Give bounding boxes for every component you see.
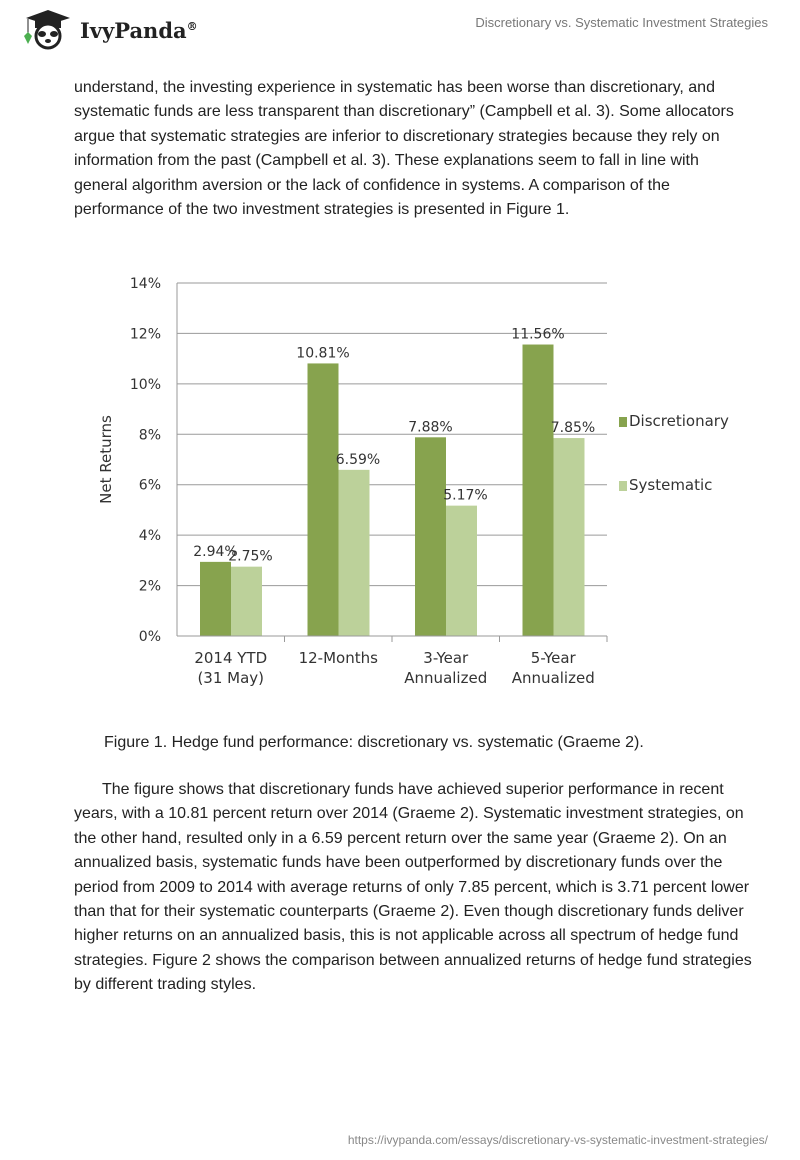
y-tick-label: 2% <box>139 579 161 595</box>
y-axis-label: Net Returns <box>97 415 115 504</box>
bar-chart: 0% 2% 4% 6% 8% 10% 12% 14% 2014 YTD (31 May) 2.94%… <box>97 276 729 687</box>
bar-discretionary <box>200 561 231 636</box>
data-label: 5.17% <box>443 488 487 504</box>
figure-caption: Figure 1. Hedge fund performance: discre… <box>104 734 644 751</box>
legend-swatch <box>619 481 627 491</box>
legend-label: Systematic <box>629 476 712 494</box>
paragraph-analysis: The figure shows that discretionary fund… <box>74 781 752 994</box>
bar-discretionary <box>307 363 339 636</box>
x-tick-label: 5-Year <box>531 649 577 667</box>
ivypanda-logo-icon[interactable] <box>18 8 78 50</box>
legend-swatch <box>619 417 627 427</box>
source-url[interactable]: https://ivypanda.com/essays/discretionar… <box>347 1133 768 1147</box>
x-tick-label: 2014 YTD <box>194 649 267 667</box>
paragraph-intro: understand, the investing experience in … <box>74 79 734 219</box>
brand-text: IvyPanda <box>80 18 187 43</box>
x-tick-label: Annualized <box>512 669 595 687</box>
data-label: 7.88% <box>408 419 452 435</box>
data-label: 2.94% <box>193 544 237 560</box>
x-tick-label: 12-Months <box>299 649 379 667</box>
y-tick-label: 8% <box>139 427 161 443</box>
bar-systematic <box>553 438 585 636</box>
bar-systematic <box>338 469 370 636</box>
registered-mark: ® <box>186 20 198 33</box>
bar-systematic <box>231 566 262 636</box>
bar-discretionary <box>522 344 554 636</box>
data-label: 2.75% <box>228 549 272 565</box>
y-tick-label: 14% <box>130 276 161 292</box>
data-label: 11.56% <box>511 327 564 343</box>
bar-systematic <box>446 505 477 636</box>
data-label: 6.59% <box>336 452 380 468</box>
document-title: Discretionary vs. Systematic Investment … <box>475 15 768 30</box>
brand-name[interactable]: IvyPanda® <box>80 18 198 43</box>
legend-label: Discretionary <box>629 412 729 430</box>
y-tick-label: 10% <box>130 377 161 393</box>
y-tick-label: 4% <box>139 528 161 544</box>
data-label: 7.85% <box>551 420 595 436</box>
x-tick-label: Annualized <box>404 669 487 687</box>
y-tick-label: 6% <box>139 478 161 494</box>
data-label: 10.81% <box>296 345 349 361</box>
y-tick-label: 12% <box>130 326 161 342</box>
page-header: IvyPanda® Discretionary vs. Systematic I… <box>0 0 800 50</box>
y-tick-label: 0% <box>139 629 161 645</box>
x-tick-label: (31 May) <box>197 669 264 687</box>
bar-discretionary <box>415 437 446 636</box>
x-tick-label: 3-Year <box>423 649 469 667</box>
